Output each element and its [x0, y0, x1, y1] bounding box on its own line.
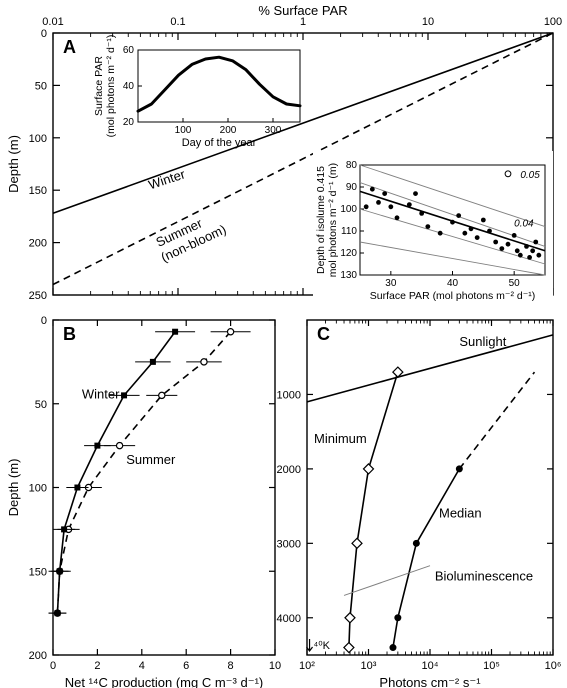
svg-text:Sunlight: Sunlight: [459, 334, 506, 349]
svg-text:0.05: 0.05: [520, 170, 540, 181]
svg-text:150: 150: [29, 566, 47, 578]
svg-text:Bioluminescence: Bioluminescence: [435, 569, 533, 584]
svg-text:110: 110: [341, 226, 357, 237]
svg-text:10⁴: 10⁴: [422, 660, 439, 672]
svg-text:10⁵: 10⁵: [483, 660, 500, 672]
svg-text:2000: 2000: [277, 464, 301, 476]
svg-text:200: 200: [220, 125, 237, 136]
svg-text:8: 8: [228, 660, 234, 672]
svg-text:200: 200: [29, 650, 47, 662]
svg-text:⁴⁰K: ⁴⁰K: [314, 640, 331, 652]
svg-text:0: 0: [41, 315, 47, 327]
svg-text:Day of the year: Day of the year: [182, 137, 257, 149]
svg-text:6: 6: [183, 660, 189, 672]
svg-text:10⁶: 10⁶: [545, 660, 562, 672]
svg-text:10: 10: [422, 16, 434, 28]
svg-text:10: 10: [269, 660, 281, 672]
svg-text:0: 0: [41, 28, 47, 40]
svg-text:mol photons m⁻² d⁻¹ (m): mol photons m⁻² d⁻¹ (m): [327, 163, 339, 277]
svg-text:90: 90: [346, 182, 358, 193]
svg-text:250: 250: [29, 290, 47, 302]
svg-text:% Surface PAR: % Surface PAR: [258, 3, 347, 18]
svg-text:200: 200: [29, 238, 47, 250]
svg-text:0.01: 0.01: [42, 16, 63, 28]
svg-text:20: 20: [123, 117, 135, 128]
svg-text:1000: 1000: [277, 389, 301, 401]
svg-text:2: 2: [94, 660, 100, 672]
svg-text:A: A: [63, 37, 76, 57]
svg-text:Summer: Summer: [126, 452, 176, 467]
svg-text:10²: 10²: [299, 660, 315, 672]
svg-text:100: 100: [544, 16, 562, 28]
svg-text:50: 50: [35, 80, 47, 92]
svg-text:Photons cm⁻² s⁻¹: Photons cm⁻² s⁻¹: [379, 675, 481, 688]
svg-text:Depth (m): Depth (m): [6, 135, 21, 193]
svg-text:50: 50: [35, 399, 47, 411]
svg-text:4000: 4000: [277, 613, 301, 625]
svg-text:30: 30: [385, 278, 397, 289]
svg-text:Surface PAR (mol photons m⁻² d: Surface PAR (mol photons m⁻² d⁻¹): [370, 290, 536, 302]
svg-text:C: C: [317, 324, 330, 344]
figure-svg: 0.010.1110100% Surface PAR05010015020025…: [0, 0, 567, 688]
svg-text:B: B: [63, 324, 76, 344]
svg-text:Minimum: Minimum: [314, 431, 367, 446]
svg-text:(mol photons m⁻² d⁻¹): (mol photons m⁻² d⁻¹): [105, 35, 117, 138]
figure-root: 0.010.1110100% Surface PAR05010015020025…: [0, 0, 567, 688]
svg-text:4: 4: [139, 660, 145, 672]
svg-text:Net ¹⁴C production (mg C m⁻³ d: Net ¹⁴C production (mg C m⁻³ d⁻¹): [65, 675, 263, 688]
svg-text:0: 0: [50, 660, 56, 672]
svg-text:0.1: 0.1: [170, 16, 185, 28]
svg-text:Depth of isolume 0.415: Depth of isolume 0.415: [315, 166, 327, 274]
svg-text:150: 150: [29, 185, 47, 197]
svg-text:40: 40: [447, 278, 459, 289]
svg-text:3000: 3000: [277, 538, 301, 550]
svg-text:0.04: 0.04: [514, 219, 534, 230]
svg-text:Winter: Winter: [147, 166, 188, 192]
svg-text:Depth (m): Depth (m): [6, 459, 21, 517]
svg-text:300: 300: [265, 125, 282, 136]
svg-text:130: 130: [340, 270, 357, 281]
svg-text:Median: Median: [439, 505, 482, 520]
svg-text:120: 120: [340, 248, 357, 259]
svg-text:100: 100: [29, 133, 47, 145]
svg-text:Surface PAR: Surface PAR: [93, 56, 105, 116]
svg-text:40: 40: [123, 81, 135, 92]
svg-text:Winter: Winter: [82, 387, 120, 402]
svg-text:100: 100: [340, 204, 357, 215]
svg-text:100: 100: [175, 125, 192, 136]
svg-text:100: 100: [29, 483, 47, 495]
svg-text:60: 60: [123, 45, 135, 56]
svg-text:80: 80: [346, 160, 358, 171]
svg-text:50: 50: [509, 278, 521, 289]
svg-text:10³: 10³: [361, 660, 377, 672]
